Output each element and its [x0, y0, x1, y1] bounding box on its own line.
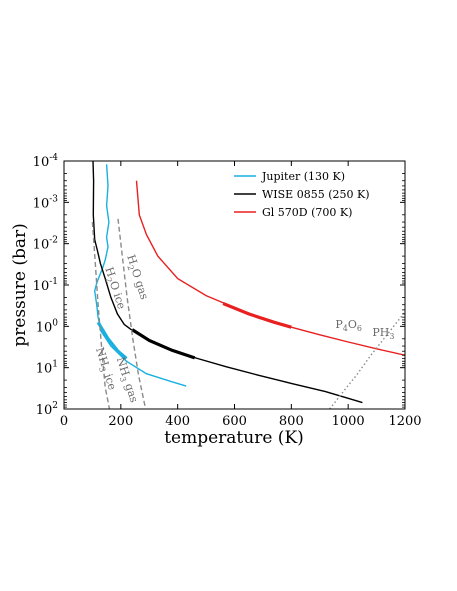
legend: Jupiter (130 K) WISE 0855 (250 K) Gl 570D …: [234, 170, 370, 219]
series-thick-segment-2: [222, 302, 292, 329]
annotation-label: PH3: [372, 326, 394, 341]
y-tick-label: 102: [36, 401, 58, 418]
annotation-label: P4O6: [335, 318, 362, 333]
series-line-0: [93, 164, 187, 387]
annotation-label: NH3 ice: [91, 346, 119, 392]
y-tick-label: 10-1: [33, 277, 58, 294]
x-tick-label: 600: [222, 414, 247, 429]
x-axis-title: temperature (K): [164, 428, 304, 448]
series-thick-segment-1: [131, 328, 196, 360]
x-tick-label: 800: [279, 414, 304, 429]
series-line-5: [329, 311, 405, 409]
annotation-label: H2O ice: [100, 265, 128, 311]
legend-label: WISE 0855 (250 K): [262, 188, 370, 201]
series-line-1: [92, 161, 363, 404]
x-tick-label: 1200: [388, 414, 421, 429]
y-tick-label: 100: [36, 318, 59, 335]
legend-label: Gl 570D (700 K): [262, 206, 352, 219]
y-tick-label: 10-4: [33, 153, 59, 170]
y-tick-label: 10-3: [33, 194, 59, 211]
tick-layer: 0 200 400 600 800 1000 1200 10-4 10-3 10-2 10-1 100…: [33, 153, 422, 429]
x-tick-label: 1000: [332, 414, 365, 429]
y-axis-title: pressure (bar): [10, 223, 30, 346]
legend-label: Jupiter (130 K): [261, 170, 345, 183]
series-layer: [91, 161, 405, 409]
y-tick-label: 101: [36, 360, 58, 377]
y-tick-label: 10-2: [33, 236, 58, 253]
x-tick-label: 0: [60, 414, 68, 429]
x-tick-label: 400: [165, 414, 190, 429]
series-line-3: [91, 222, 111, 409]
series-line-4: [117, 218, 147, 409]
x-tick-label: 200: [108, 414, 133, 429]
series-thick-segment-0: [96, 321, 128, 360]
